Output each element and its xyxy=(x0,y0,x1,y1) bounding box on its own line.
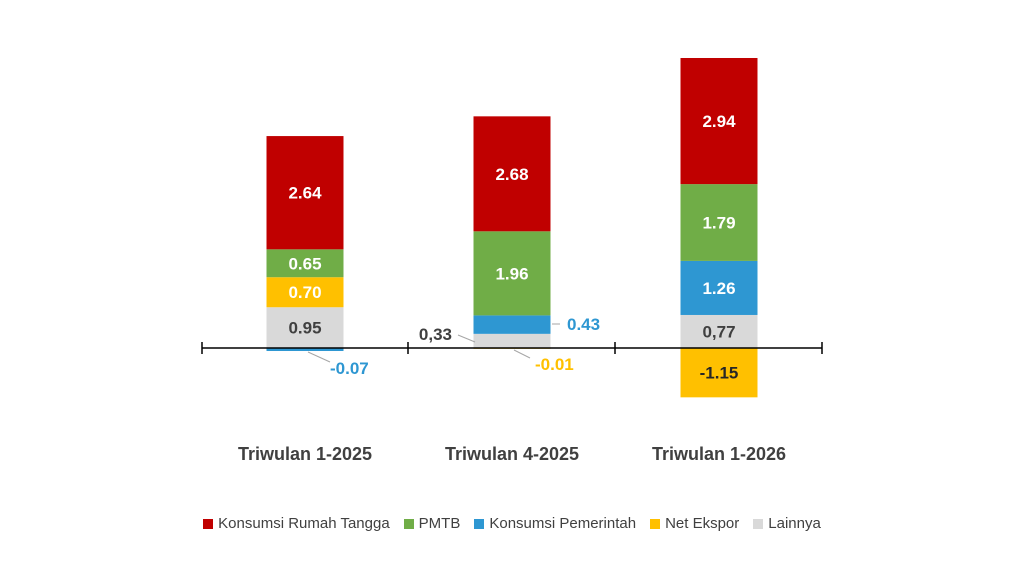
legend: Konsumsi Rumah Tangga PMTB Konsumsi Pemeri… xyxy=(0,515,1024,532)
legend-item-pmtb: PMTB xyxy=(403,515,461,532)
legend-item-net-ekspor: Net Ekspor xyxy=(650,515,739,532)
data-label-konsumsi-rumah-tangga-3: 2.94 xyxy=(702,112,736,131)
data-label-konsumsi-rumah-tangga-2: 2.68 xyxy=(495,165,528,184)
bar-segment-konsumsi-rumah-tangga-2 xyxy=(473,116,551,232)
category-label-3: Triwulan 1-2026 xyxy=(652,444,786,464)
bar-segment-konsumsi-pemerintah-2 xyxy=(473,315,551,334)
legend-label: Net Ekspor xyxy=(665,515,740,532)
legend-swatch xyxy=(650,518,661,529)
data-label-net-ekspor-1: 0.70 xyxy=(288,283,321,302)
legend-item-konsumsi-pemerintah: Konsumsi Pemerintah xyxy=(474,515,636,532)
data-label-pmtb-3: 1.79 xyxy=(702,214,735,233)
bar-segment-konsumsi-pemerintah-3 xyxy=(680,260,758,315)
legend-swatch xyxy=(753,518,764,529)
legend-label: Lainnya xyxy=(768,515,821,532)
data-label-net-ekspor-3: -1.15 xyxy=(700,364,739,383)
leader-line xyxy=(457,334,476,343)
legend-label: Konsumsi Rumah Tangga xyxy=(218,515,390,532)
legend-item-lainnya: Lainnya xyxy=(753,515,821,532)
leader-line xyxy=(513,349,531,359)
category-label-1: Triwulan 1-2025 xyxy=(238,444,372,464)
data-label-konsumsi-pemerintah-3: 1.26 xyxy=(702,279,735,298)
bar-segment-lainnya-2 xyxy=(473,333,551,348)
legend-swatch xyxy=(203,518,214,529)
bar-segment-konsumsi-rumah-tangga-3 xyxy=(680,57,758,185)
data-label-pmtb-1: 0.65 xyxy=(288,254,321,273)
leader-line xyxy=(307,351,331,363)
data-label-lainnya-3: 0,77 xyxy=(702,322,735,341)
bar-segment-konsumsi-pemerintah-1 xyxy=(266,348,344,352)
bar-segment-net-ekspor-3 xyxy=(680,348,758,398)
legend-swatch xyxy=(474,518,485,529)
bar-segment-lainnya-1 xyxy=(266,307,344,348)
bar-segment-net-ekspor-1 xyxy=(266,277,344,308)
data-label-konsumsi-pemerintah-1: -0.07 xyxy=(330,359,369,378)
legend-label: PMTB xyxy=(418,515,461,532)
legend-item-konsumsi-rumah-tangga: Konsumsi Rumah Tangga xyxy=(203,515,390,532)
bar-segment-pmtb-2 xyxy=(473,231,551,316)
data-label-lainnya-2: 0,33 xyxy=(419,325,452,344)
bar-segment-lainnya-3 xyxy=(680,314,758,348)
category-label-2: Triwulan 4-2025 xyxy=(445,444,579,464)
legend-label: Konsumsi Pemerintah xyxy=(489,515,637,532)
data-label-konsumsi-rumah-tangga-1: 2.64 xyxy=(288,184,322,203)
bar-segment-konsumsi-rumah-tangga-1 xyxy=(266,136,344,250)
data-label-lainnya-1: 0.95 xyxy=(288,319,321,338)
legend-swatch xyxy=(403,518,414,529)
data-label-net-ekspor-2: -0.01 xyxy=(535,355,574,374)
bar-segment-pmtb-1 xyxy=(266,249,344,278)
data-label-pmtb-2: 1.96 xyxy=(495,264,528,283)
bar-segment-pmtb-3 xyxy=(680,184,758,261)
data-label-konsumsi-pemerintah-2: 0.43 xyxy=(567,315,600,334)
